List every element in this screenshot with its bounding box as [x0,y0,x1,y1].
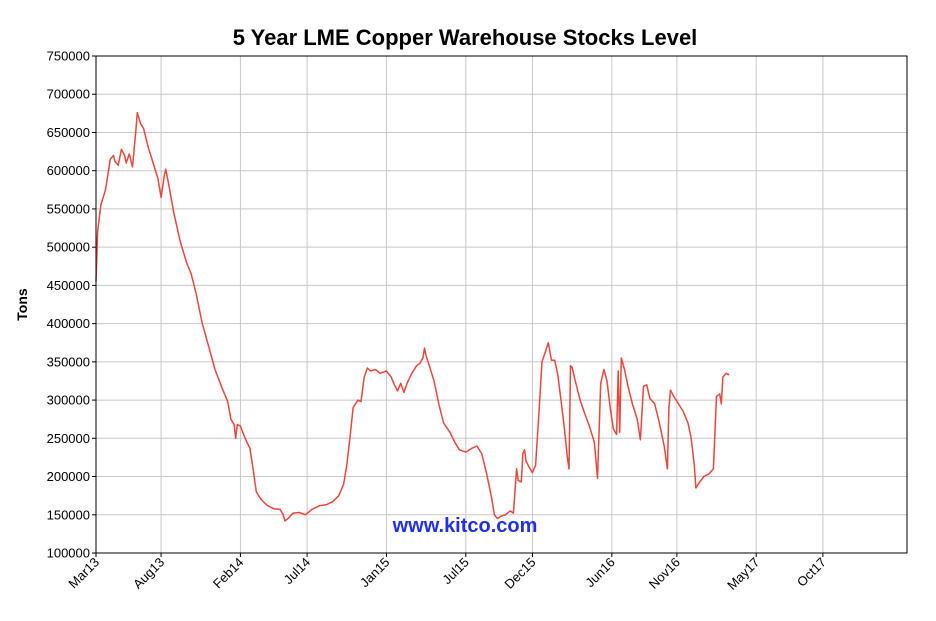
y-tick-label: 350000 [47,354,90,369]
y-axis-label: Tons [14,288,30,321]
chart-title: 5 Year LME Copper Warehouse Stocks Level [233,25,698,50]
x-tick-label: Jun16 [582,555,618,591]
x-tick-label: May17 [724,555,762,593]
x-tick-label: Feb14 [210,555,247,592]
y-tick-label: 500000 [47,240,90,255]
y-tick-label: 550000 [47,201,90,216]
y-tick-label: 150000 [47,507,90,522]
grid-lines [95,55,907,554]
x-tick-label: Aug13 [130,555,167,592]
y-tick-label: 600000 [47,163,90,178]
y-tick-label: 650000 [47,125,90,140]
x-tick-label: Nov16 [646,555,683,592]
y-tick-label: 250000 [47,431,90,446]
series-layer [95,111,730,522]
series-line-0 [95,111,730,522]
y-axis: 100000 150000 200000 250000 300000 350000 4000… [47,49,96,561]
y-tick-label: 700000 [47,87,90,102]
y-tick-label: 300000 [47,393,90,408]
y-tick-label: 750000 [47,49,90,64]
x-tick-label: Jan15 [357,555,393,591]
y-tick-label: 400000 [47,316,90,331]
x-axis: Mar13 Aug13 Feb14 Jul14 Jan15 Jul15 Dec15 Jun16… [65,553,829,593]
x-tick-label: Dec15 [501,555,538,592]
x-tick-label: Jul14 [281,555,314,588]
plot-frame [95,55,908,554]
y-tick-label: 450000 [47,278,90,293]
watermark-text: www.kitco.com [392,515,538,537]
y-tick-label: 200000 [47,469,90,484]
x-tick-label: Oct17 [794,555,829,590]
y-tick-label: 100000 [47,546,90,561]
x-tick-label: Jul15 [439,555,472,588]
